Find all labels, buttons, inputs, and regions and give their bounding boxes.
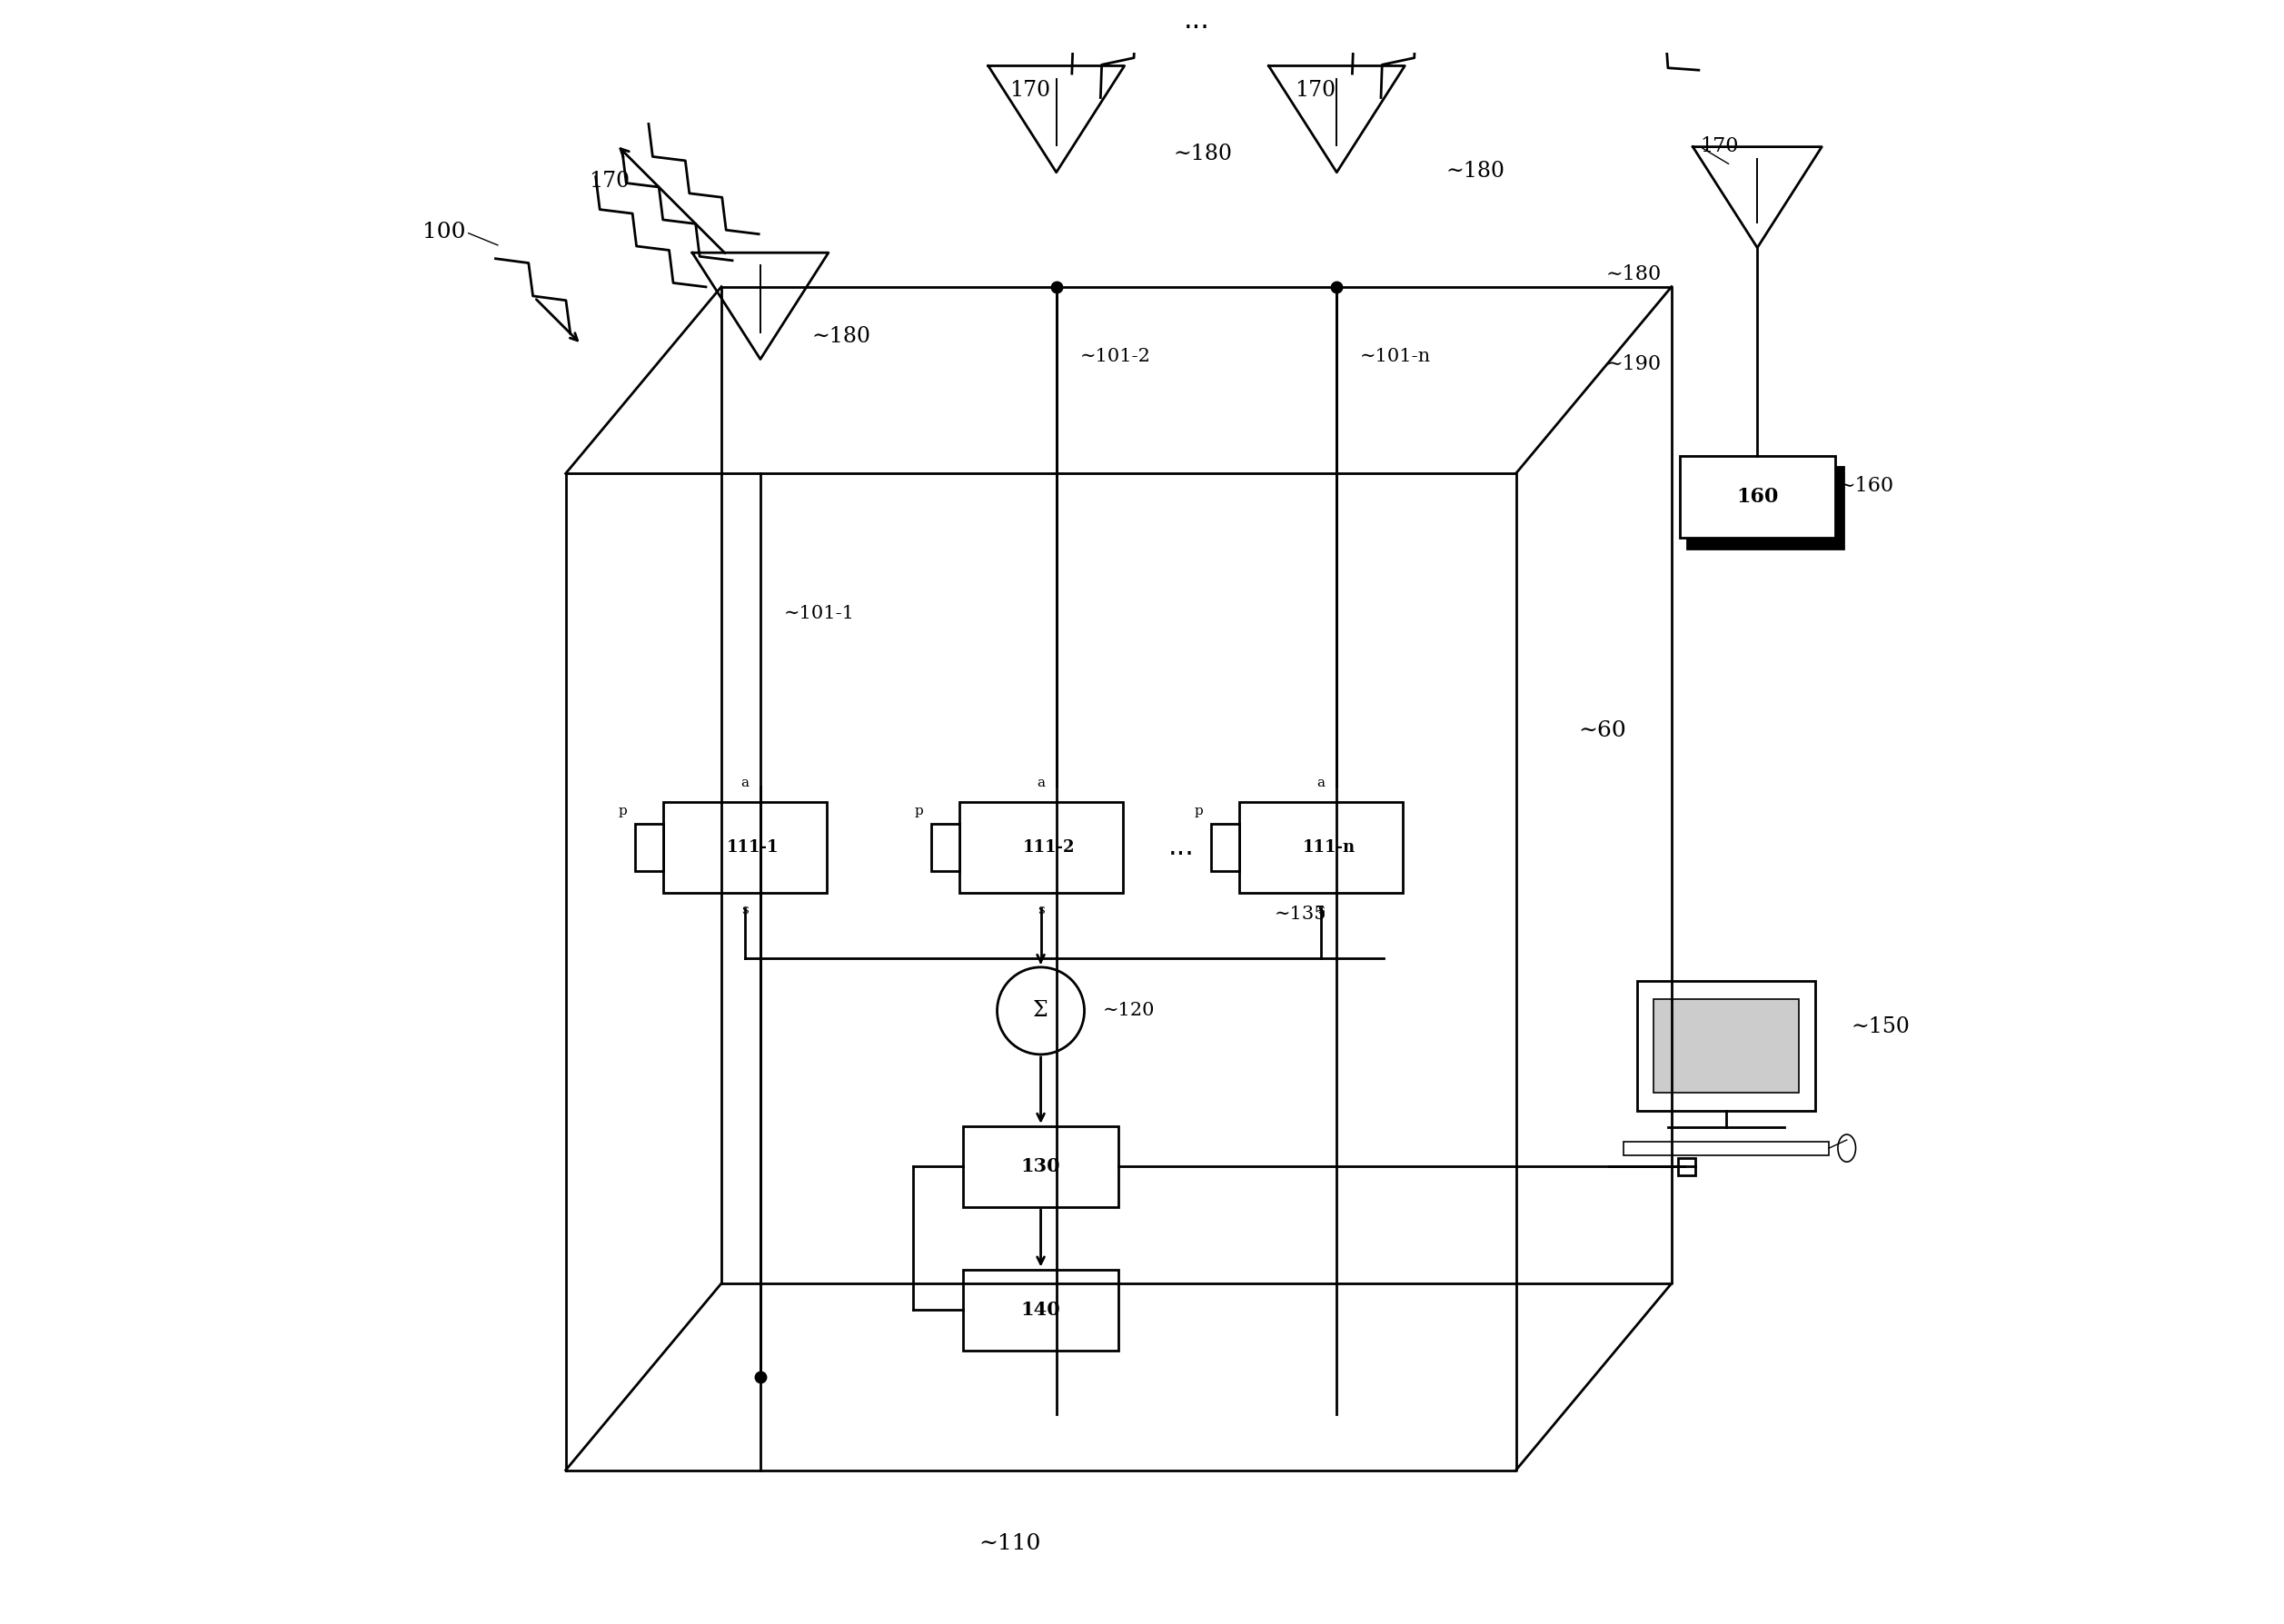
- Text: ∼120: ∼120: [1103, 1002, 1156, 1020]
- Text: ∼110: ∼110: [978, 1533, 1042, 1554]
- Bar: [662, 802, 827, 893]
- Text: 111-2: 111-2: [1023, 840, 1076, 856]
- Text: p: p: [619, 806, 628, 818]
- Bar: [964, 1125, 1119, 1207]
- Text: a: a: [740, 776, 749, 789]
- Bar: [1638, 981, 1816, 1111]
- Text: a: a: [1037, 776, 1044, 789]
- Text: 140: 140: [1021, 1301, 1060, 1319]
- Text: 111-n: 111-n: [1302, 840, 1354, 856]
- Text: s: s: [1037, 903, 1044, 916]
- Text: ∼101-2: ∼101-2: [1080, 348, 1151, 365]
- Text: a: a: [1318, 776, 1325, 789]
- Text: s: s: [742, 903, 749, 916]
- Text: ∼180: ∼180: [1606, 265, 1663, 284]
- Text: ...: ...: [1167, 835, 1195, 861]
- Text: s: s: [1318, 903, 1325, 916]
- Bar: [1679, 1158, 1695, 1176]
- Text: ∼180: ∼180: [1174, 145, 1231, 164]
- Bar: [1624, 1142, 1829, 1155]
- Text: ∼150: ∼150: [1850, 1017, 1909, 1036]
- Text: 170: 170: [1295, 80, 1336, 101]
- Text: p: p: [914, 806, 923, 818]
- Text: ∼101-1: ∼101-1: [783, 606, 854, 622]
- Bar: [1679, 456, 1834, 538]
- Text: ...: ...: [1183, 6, 1211, 34]
- Text: 170: 170: [1010, 80, 1051, 101]
- Text: p: p: [1195, 806, 1204, 818]
- Bar: [1240, 802, 1402, 893]
- Bar: [932, 823, 959, 870]
- Bar: [1211, 823, 1240, 870]
- Bar: [1654, 999, 1800, 1093]
- Bar: [959, 802, 1121, 893]
- Text: ∼190: ∼190: [1606, 354, 1663, 375]
- Text: 160: 160: [1736, 487, 1779, 507]
- Text: ∼160: ∼160: [1839, 476, 1893, 495]
- Text: ∼180: ∼180: [811, 326, 870, 348]
- Bar: [964, 1270, 1119, 1350]
- Text: 130: 130: [1021, 1158, 1060, 1176]
- Text: 170: 170: [589, 171, 630, 192]
- Bar: [1688, 468, 1843, 549]
- Text: ∼180: ∼180: [1446, 161, 1505, 182]
- Text: ∼101-n: ∼101-n: [1359, 348, 1432, 365]
- Text: ∼135: ∼135: [1274, 906, 1327, 922]
- Text: 100: 100: [423, 222, 466, 242]
- Bar: [635, 823, 662, 870]
- Text: ∼60: ∼60: [1578, 719, 1626, 741]
- Text: Σ: Σ: [1032, 1000, 1048, 1021]
- Text: 111-1: 111-1: [726, 840, 779, 856]
- Ellipse shape: [1839, 1135, 1855, 1161]
- Text: 170: 170: [1699, 136, 1738, 156]
